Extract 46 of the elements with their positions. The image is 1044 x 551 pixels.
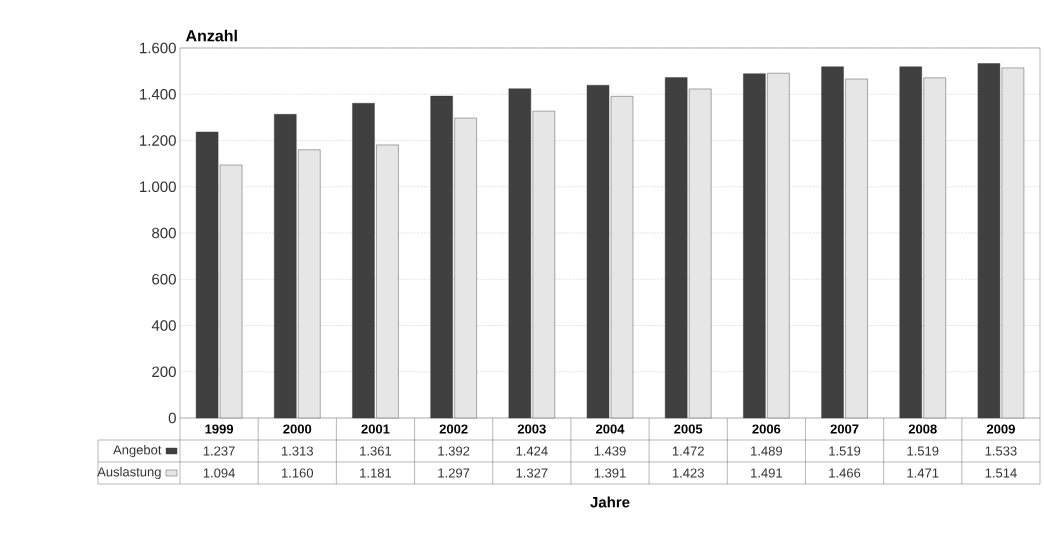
data-label: 1.391 bbox=[594, 468, 626, 478]
x-tick-label: 2002 bbox=[439, 424, 468, 434]
y-tick-label: 1.200 bbox=[140, 135, 176, 146]
x-tick-label: 1999 bbox=[205, 424, 234, 434]
data-label: 1.424 bbox=[516, 446, 548, 456]
data-label: 1.181 bbox=[360, 468, 392, 478]
x-tick-label: 2003 bbox=[517, 424, 546, 434]
x-tick-label: 2001 bbox=[361, 424, 390, 434]
x-tick-label: 2000 bbox=[283, 424, 312, 434]
data-label: 1.094 bbox=[203, 468, 235, 478]
x-tick-label: 2006 bbox=[752, 424, 781, 434]
x-tick-label: 2005 bbox=[674, 424, 703, 434]
data-label: 1.327 bbox=[516, 468, 548, 478]
data-label: 1.489 bbox=[751, 446, 783, 456]
x-tick-label: 2004 bbox=[596, 424, 625, 434]
data-label: 1.297 bbox=[438, 468, 470, 478]
data-label: 1.466 bbox=[829, 468, 861, 478]
data-label: 1.519 bbox=[907, 446, 939, 456]
data-label: 1.160 bbox=[281, 468, 314, 478]
y-tick-label: 1.000 bbox=[140, 181, 176, 193]
legend-label: Auslastung bbox=[97, 466, 161, 480]
x-tick-label: 2008 bbox=[908, 424, 937, 434]
x-axis-title: Jahre bbox=[590, 496, 630, 508]
y-axis-title: Anzahl bbox=[185, 29, 237, 42]
data-label: 1.423 bbox=[672, 468, 704, 478]
data-label: 1.313 bbox=[281, 446, 313, 456]
y-tick-label: 1.600 bbox=[140, 42, 176, 54]
data-label: 1.519 bbox=[829, 446, 861, 456]
y-tick-label: 200 bbox=[152, 366, 176, 378]
data-label: 1.392 bbox=[438, 446, 470, 456]
data-label: 1.361 bbox=[360, 446, 392, 456]
x-tick-label: 2007 bbox=[830, 424, 859, 434]
legend-label: Angebot bbox=[113, 444, 162, 458]
data-label: 1.491 bbox=[751, 468, 782, 478]
y-tick-label: 400 bbox=[151, 320, 176, 331]
y-tick-label: 1.400 bbox=[140, 88, 176, 100]
data-label: 1.471 bbox=[907, 468, 939, 478]
data-label: 1.237 bbox=[203, 446, 235, 456]
data-label: 1.472 bbox=[672, 446, 704, 456]
y-tick-label: 0 bbox=[168, 412, 176, 424]
x-tick-label: 2009 bbox=[986, 424, 1015, 434]
data-label: 1.533 bbox=[985, 446, 1017, 456]
data-label: 1.514 bbox=[985, 468, 1017, 478]
y-tick-label: 600 bbox=[152, 273, 176, 285]
y-tick-label: 800 bbox=[152, 227, 176, 239]
data-label: 1.439 bbox=[594, 446, 626, 456]
